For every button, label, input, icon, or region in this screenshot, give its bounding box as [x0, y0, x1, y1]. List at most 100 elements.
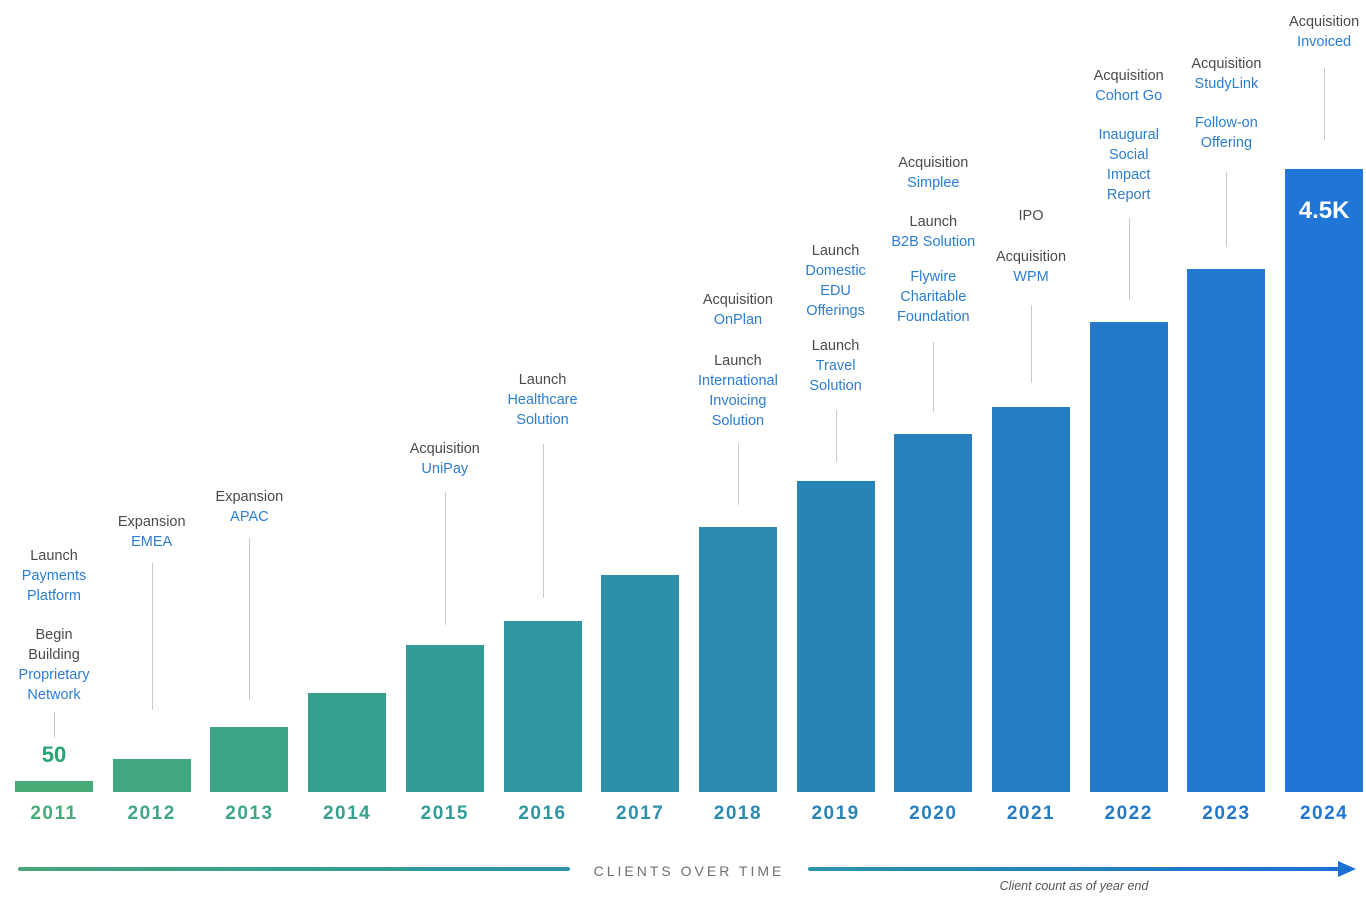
annotation-text: Simplee — [907, 175, 960, 191]
annotation-text: Acquisition — [898, 155, 969, 171]
year-label-2023: 2023 — [1202, 803, 1251, 824]
bar-value-2024: 4.5K — [1298, 197, 1350, 224]
annotation-text: Domestic — [805, 263, 866, 279]
bar-2023 — [1187, 269, 1266, 792]
annotation-text: Solution — [711, 413, 765, 429]
annotation-2020-1: Acquisition Simplee — [845, 153, 1021, 193]
bar-2015 — [405, 645, 484, 792]
year-label-2018: 2018 — [713, 803, 763, 824]
annotation-2020-2: Launch B2B Solution — [845, 212, 1021, 252]
annotation-text: Payments — [21, 568, 87, 584]
annotation-2012-1: Expansion EMEA — [64, 512, 240, 552]
clients-over-time-label: CLIENTS OVER TIME — [593, 863, 785, 879]
year-label-2013: 2013 — [225, 803, 274, 824]
annotation-text: Acquisition — [702, 292, 773, 308]
annotation-text: Cohort Go — [1095, 88, 1163, 104]
annotation-2019-1: Launch Domestic EDU Offerings — [748, 241, 924, 321]
annotation-2011-1: Launch Payments Platform — [0, 546, 142, 606]
connector-line-2024 — [1324, 68, 1326, 140]
annotation-text: Launch — [30, 548, 78, 564]
annotation-text: Flywire — [910, 269, 957, 285]
annotation-text: B2B Solution — [891, 234, 976, 250]
year-label-2022: 2022 — [1104, 803, 1153, 824]
annotation-2022-2: Inaugural Social Impact Report — [1041, 125, 1217, 205]
annotation-text: UniPay — [421, 461, 469, 477]
annotation-text: Building — [28, 647, 80, 663]
annotation-text: Inaugural — [1098, 127, 1159, 143]
client-count-caption: Client count as of year end — [999, 879, 1149, 893]
annotation-text: Launch — [909, 214, 958, 230]
timeline-axis-right-segment — [808, 867, 1340, 871]
connector-line-2011 — [54, 712, 55, 738]
annotation-text: Solution — [809, 378, 862, 394]
year-label-2014: 2014 — [322, 803, 372, 824]
annotation-text: WPM — [1013, 269, 1049, 285]
year-label-2017: 2017 — [616, 803, 665, 824]
annotation-text: Offering — [1200, 135, 1253, 151]
bar-2019 — [796, 481, 875, 792]
annotation-text: Charitable — [900, 289, 967, 305]
connector-line-2021 — [1031, 305, 1032, 383]
bar-2020 — [894, 434, 973, 792]
annotation-2011-2: Begin Building Proprietary Network — [0, 625, 142, 705]
annotation-text: Proprietary — [18, 667, 90, 683]
year-label-2021: 2021 — [1006, 803, 1056, 824]
annotation-text: Impact — [1106, 167, 1151, 183]
connector-line-2015 — [444, 492, 446, 625]
annotation-2023-1: Acquisition StudyLink — [1138, 54, 1314, 94]
annotation-text: Report — [1106, 187, 1151, 203]
annotation-2022-1: Acquisition Cohort Go — [1041, 66, 1217, 106]
annotation-2018-2: Launch International Invoicing Solution — [650, 351, 826, 431]
annotation-text: APAC — [230, 509, 269, 525]
year-label-2011: 2011 — [30, 803, 78, 824]
bar-value-2011: 50 — [41, 742, 67, 767]
annotation-text: Expansion — [215, 489, 284, 505]
bar-2016 — [503, 621, 582, 792]
annotation-2019-2: Launch Travel Solution — [748, 336, 924, 396]
annotation-2021-1: IPO — [943, 206, 1119, 226]
bar-2022 — [1089, 322, 1168, 792]
bar-2012 — [112, 759, 191, 792]
bar-2013 — [210, 727, 289, 792]
annotation-2016-1: Launch Healthcare Solution — [455, 370, 631, 430]
annotation-text: Acquisition — [1093, 68, 1164, 84]
annotation-2013-1: Expansion APAC — [161, 487, 337, 527]
annotation-text: Social — [1108, 147, 1149, 163]
bar-2014 — [308, 693, 387, 792]
annotation-text: Follow-on — [1194, 115, 1258, 131]
annotation-text: Invoiced — [1297, 34, 1352, 50]
annotation-text: EDU — [820, 283, 851, 299]
annotation-2018-1: Acquisition OnPlan — [650, 290, 826, 330]
annotation-text: Acquisition — [1289, 14, 1360, 30]
connector-line-2013 — [249, 538, 251, 700]
annotation-text: Launch — [518, 372, 567, 388]
annotation-2024-1: Acquisition Invoiced — [1236, 12, 1366, 52]
connector-line-2019 — [835, 410, 837, 462]
annotation-text: Launch — [811, 338, 860, 354]
annotation-text: Begin — [35, 627, 73, 643]
bar-2018 — [698, 527, 777, 792]
annotation-text: Expansion — [117, 514, 186, 530]
annotation-text: OnPlan — [713, 312, 763, 328]
annotation-text: Invoicing — [709, 393, 767, 409]
timeline-axis-left-segment — [18, 867, 570, 871]
annotation-text: Travel — [815, 358, 856, 374]
annotation-2020-3: Flywire Charitable Foundation — [845, 267, 1021, 327]
bar-2011 — [15, 781, 93, 792]
annotation-text: Foundation — [897, 309, 970, 325]
annotation-text: Acquisition — [409, 441, 480, 457]
annotation-text: Acquisition — [1191, 56, 1262, 72]
year-label-2024: 2024 — [1299, 803, 1349, 824]
connector-line-2023 — [1226, 172, 1228, 247]
annotation-text: Platform — [27, 588, 81, 604]
annotation-text: Healthcare — [507, 392, 578, 408]
timeline-arrow-icon — [1338, 861, 1356, 877]
bar-2024 — [1285, 169, 1364, 792]
connector-line-2022 — [1128, 218, 1130, 300]
annotation-text: Launch — [714, 353, 762, 369]
annotation-text: Network — [27, 687, 81, 703]
connector-line-2012 — [151, 563, 153, 710]
year-label-2020: 2020 — [909, 803, 958, 824]
year-label-2015: 2015 — [420, 803, 469, 824]
